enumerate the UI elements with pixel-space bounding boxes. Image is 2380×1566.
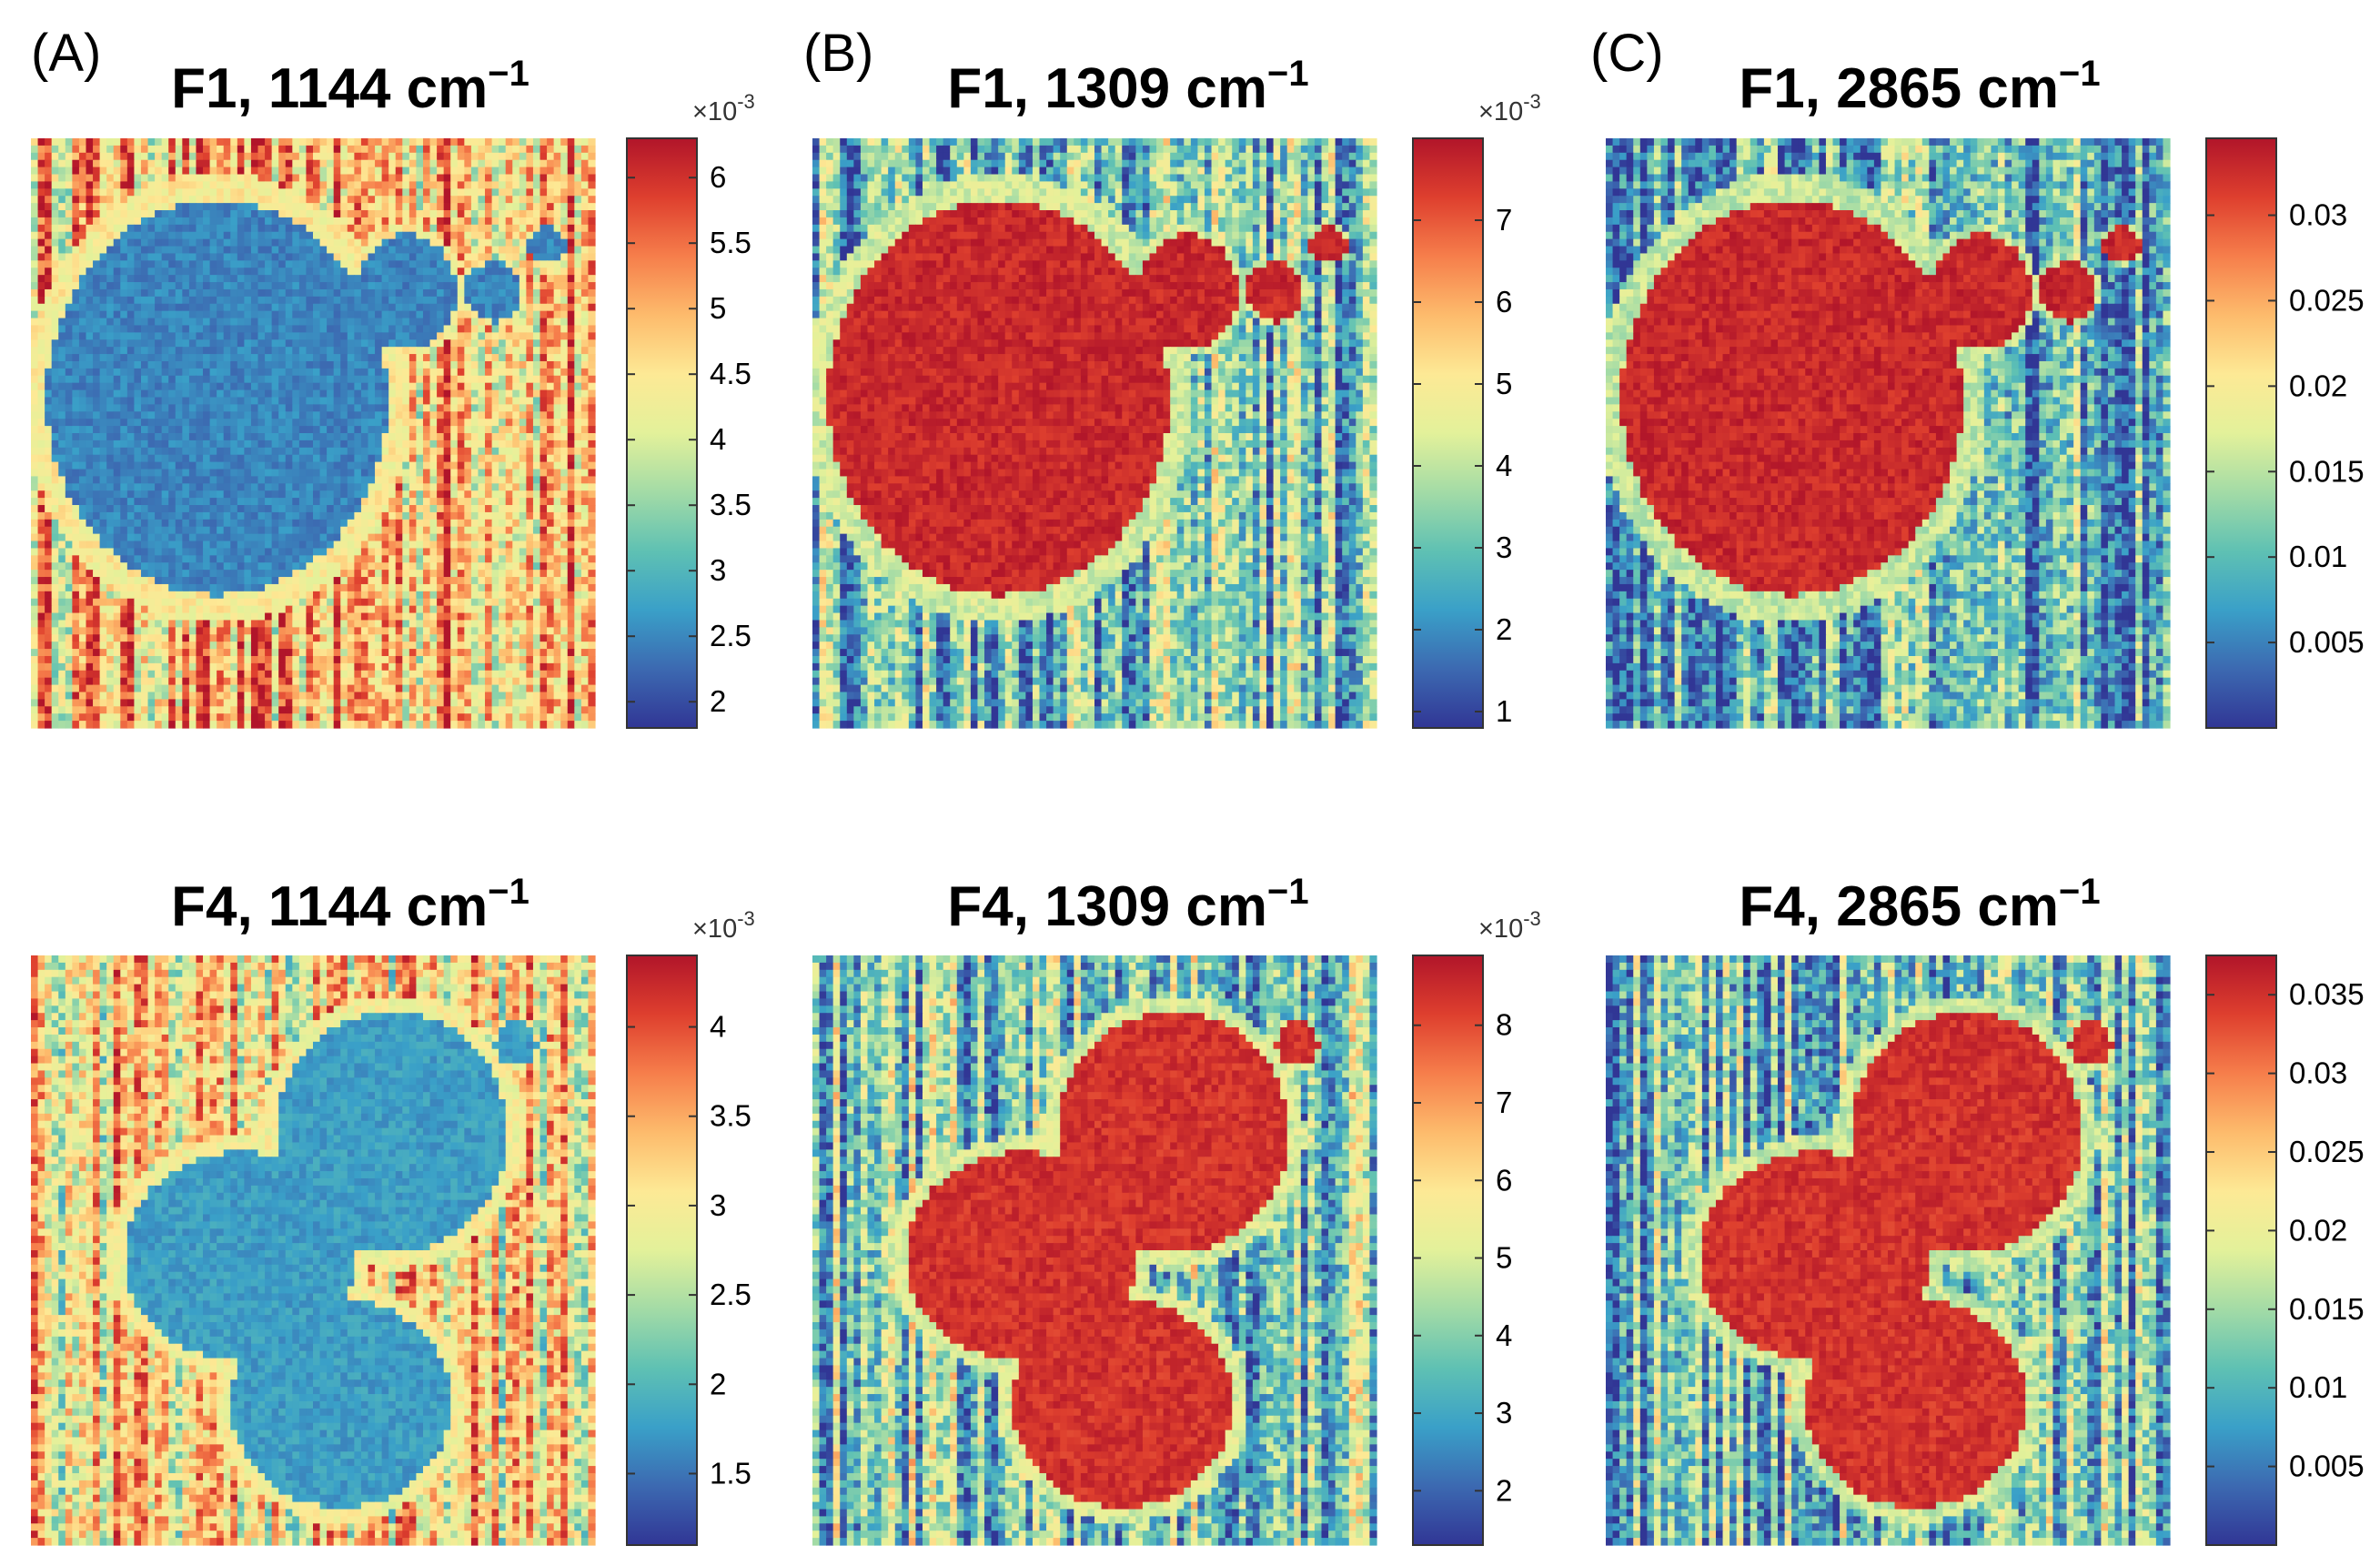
colorbar-exponent: ×10-3 — [1478, 907, 1541, 944]
colorbar-tick-label: 5 — [1496, 1241, 1512, 1275]
colorbar-tick-label: 0.01 — [2289, 540, 2347, 573]
colorbar-tick-label: 3.5 — [710, 1099, 751, 1133]
colorbar-tick-label: 2.5 — [710, 619, 751, 652]
colorbar-tick-label: 0.005 — [2289, 1450, 2365, 1483]
panel-1: (A) F1, 1144 cm−1 6 5.5 5 4.5 4 3.5 3 2.5 2 ×10-3 — [31, 24, 755, 729]
colorbar-tick-label: 3 — [710, 1188, 726, 1222]
colorbar: 6 5.5 5 4.5 4 3.5 3 2.5 2 ×10-3 — [627, 90, 755, 728]
colorbar-tick-label: 6 — [710, 160, 726, 194]
colorbar-tick-label: 3 — [1496, 1396, 1512, 1430]
colorbar-tick-label: 7 — [1496, 1086, 1512, 1119]
panel-title: F4, 2865 cm−1 — [1739, 872, 2100, 938]
colorbar-tick-label: 2 — [1496, 612, 1512, 646]
colorbar-tick-label: 0.01 — [2289, 1370, 2347, 1404]
colorbar-tick-label: 3 — [710, 553, 726, 587]
panel-5: F4, 1309 cm−1 8 7 6 5 4 3 2 ×10-3 — [812, 872, 1541, 1546]
colorbar-tick-label: 2 — [710, 684, 726, 718]
colorbar-tick-label: 3 — [1496, 530, 1512, 564]
colorbar-tick-label: 4 — [710, 1010, 726, 1044]
colorbar-bar — [1413, 138, 1483, 728]
panel-letter: (B) — [803, 24, 873, 83]
colorbar-tick-label: 2 — [710, 1367, 726, 1400]
panel-letter: (C) — [1590, 24, 1664, 83]
panel-letter: (A) — [31, 24, 101, 83]
colorbar-bar — [2206, 955, 2276, 1545]
colorbar-tick-label: 3.5 — [710, 488, 751, 521]
panel-title: F1, 1144 cm−1 — [171, 54, 529, 120]
heatmap — [1606, 955, 2171, 1546]
heatmap — [812, 955, 1377, 1546]
colorbar-tick-label: 5 — [710, 291, 726, 325]
colorbar-tick-label: 0.025 — [2289, 283, 2365, 317]
colorbar: 8 7 6 5 4 3 2 ×10-3 — [1413, 907, 1541, 1545]
panel-4: F4, 1144 cm−1 4 3.5 3 2.5 2 1.5 ×10-3 — [31, 872, 755, 1546]
colorbar-tick-label: 4 — [1496, 449, 1512, 482]
colorbar: 4 3.5 3 2.5 2 1.5 ×10-3 — [627, 907, 755, 1545]
panel-2: (B) F1, 1309 cm−1 7 6 5 4 3 2 1 ×10-3 — [803, 24, 1541, 729]
panel-3: (C)F1, 2865 cm−10.030.0250.020.0150.010.… — [1590, 24, 2365, 729]
panel-title: F4, 1144 cm−1 — [171, 872, 529, 938]
colorbar-bar — [627, 138, 697, 728]
heatmap — [31, 138, 596, 729]
colorbar-tick-label: 6 — [1496, 285, 1512, 318]
colorbar-tick-label: 0.02 — [2289, 369, 2347, 402]
colorbar-tick-label: 2 — [1496, 1473, 1512, 1507]
heatmap — [31, 955, 596, 1546]
panel-title: F1, 2865 cm−1 — [1739, 54, 2100, 120]
colorbar-bar — [2206, 138, 2276, 728]
colorbar-tick-label: 0.02 — [2289, 1213, 2347, 1247]
colorbar-tick-label: 4 — [1496, 1318, 1512, 1352]
colorbar-tick-label: 0.035 — [2289, 977, 2365, 1011]
colorbar-tick-label: 7 — [1496, 203, 1512, 237]
panel-title: F4, 1309 cm−1 — [947, 872, 1308, 938]
panel-title: F1, 1309 cm−1 — [947, 54, 1308, 120]
panel-6: F4, 2865 cm−1 0.035 0.03 0.025 0.02 0.015 0.01… — [1606, 872, 2365, 1546]
colorbar-tick-label: 0.025 — [2289, 1135, 2365, 1168]
colorbar-tick-label: 0.015 — [2289, 454, 2365, 488]
colorbar-tick-label: 0.03 — [2289, 1056, 2347, 1090]
colorbar-exponent: ×10-3 — [692, 907, 755, 944]
colorbar-tick-label: 0.03 — [2289, 198, 2347, 232]
colorbar-tick-label: 8 — [1496, 1008, 1512, 1042]
colorbar-exponent: ×10-3 — [692, 90, 755, 126]
heatmap — [1606, 138, 2171, 729]
colorbar-tick-label: 4 — [710, 422, 726, 456]
colorbar-tick-label: 1.5 — [710, 1456, 751, 1490]
colorbar-tick-label: 6 — [1496, 1163, 1512, 1197]
colorbar-tick-label: 4.5 — [710, 357, 751, 390]
colorbar-tick-label: 0.005 — [2289, 625, 2365, 659]
colorbar-tick-label: 5.5 — [710, 226, 751, 259]
colorbar: 7 6 5 4 3 2 1 ×10-3 — [1413, 90, 1541, 728]
colorbar-tick-label: 5 — [1496, 367, 1512, 400]
colorbar-tick-label: 1 — [1496, 694, 1512, 728]
colorbar-bar — [1413, 955, 1483, 1545]
colorbar: 0.03 0.025 0.02 0.015 0.01 0.005 — [2206, 138, 2365, 728]
colorbar-tick-label: 0.015 — [2289, 1292, 2365, 1326]
colorbar: 0.035 0.03 0.025 0.02 0.015 0.01 0.005 — [2206, 955, 2365, 1545]
colorbar-exponent: ×10-3 — [1478, 90, 1541, 126]
colorbar-tick-label: 2.5 — [710, 1278, 751, 1311]
heatmap — [812, 138, 1377, 729]
colorbar-bar — [627, 955, 697, 1545]
